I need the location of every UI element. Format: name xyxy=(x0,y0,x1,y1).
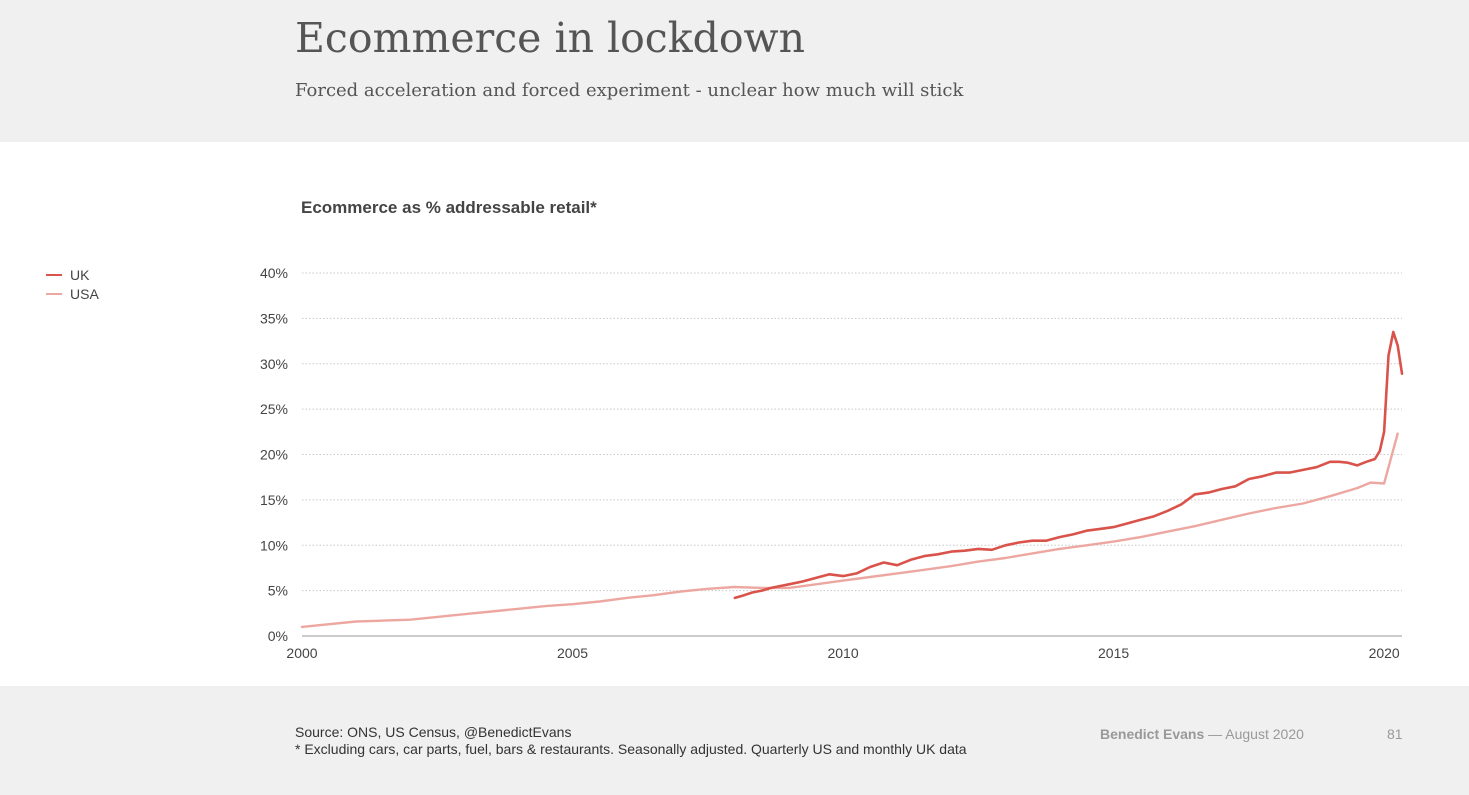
y-tick-label: 25% xyxy=(260,401,288,417)
series-lines xyxy=(300,330,1404,629)
y-tick-label: 10% xyxy=(260,537,288,553)
axes: 0% 5% 10% 15% 20% 25% 30% 35% 40% 2000 2005 2010 201… xyxy=(260,265,1402,661)
header-band: Ecommerce in lockdown Forced acceleratio… xyxy=(0,0,1469,142)
x-tick-label: 2000 xyxy=(286,645,317,661)
footnote-text: * Excluding cars, car parts, fuel, bars … xyxy=(295,741,967,757)
legend-label-usa: USA xyxy=(70,285,99,302)
legend-label-uk: UK xyxy=(70,266,90,283)
author-name: Benedict Evans xyxy=(1100,726,1205,742)
y-tick-label: 40% xyxy=(260,265,288,281)
slide-subtitle: Forced acceleration and forced experimen… xyxy=(295,80,964,101)
y-tick-label: 35% xyxy=(260,310,288,326)
x-tick-label: 2010 xyxy=(827,645,858,661)
legend-item-usa: USA xyxy=(46,284,99,303)
chart-legend: UK USA xyxy=(46,265,99,303)
gridlines xyxy=(302,272,1402,592)
x-tick-label: 2015 xyxy=(1098,645,1129,661)
publish-date: — August 2020 xyxy=(1208,726,1304,742)
slide-title: Ecommerce in lockdown xyxy=(295,14,806,62)
y-tick-label: 5% xyxy=(268,583,288,599)
legend-item-uk: UK xyxy=(46,265,99,284)
source-text: Source: ONS, US Census, @BenedictEvans xyxy=(295,724,572,740)
legend-swatch-uk xyxy=(46,273,62,276)
line-chart: 0% 5% 10% 15% 20% 25% 30% 35% 40% 2000 2005 2010 201… xyxy=(260,265,1404,661)
y-tick-label: 15% xyxy=(260,492,288,508)
x-tick-label: 2020 xyxy=(1369,645,1400,661)
y-tick-label: 0% xyxy=(268,628,288,644)
y-tick-label: 30% xyxy=(260,356,288,372)
source-note: Source: ONS, US Census, @BenedictEvans *… xyxy=(295,724,967,758)
x-tick-label: 2005 xyxy=(557,645,588,661)
y-tick-label: 20% xyxy=(260,447,288,463)
branding: Benedict Evans — August 2020 xyxy=(1100,726,1304,742)
legend-swatch-usa xyxy=(46,292,62,295)
series-line-usa xyxy=(300,432,1399,629)
page-number: 81 xyxy=(1387,726,1403,742)
footer-band xyxy=(0,686,1469,795)
series-line-uk xyxy=(733,330,1404,600)
chart-title: Ecommerce as % addressable retail* xyxy=(301,198,597,217)
